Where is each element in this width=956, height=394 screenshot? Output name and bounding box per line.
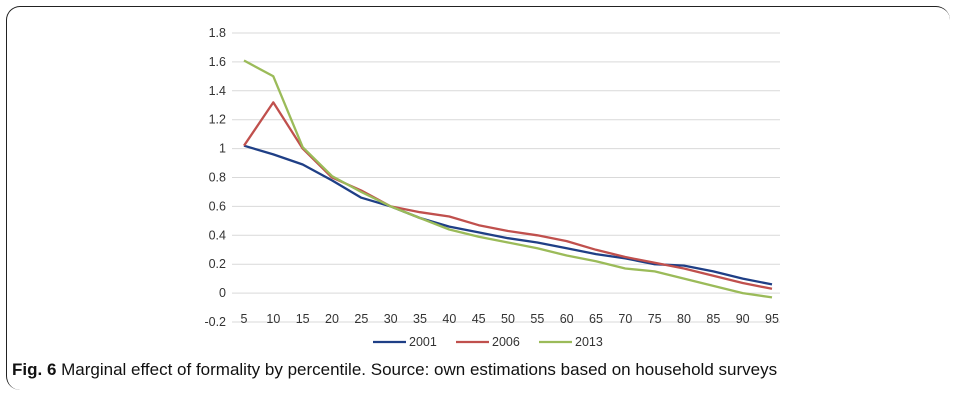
x-tick-label: 60 — [560, 312, 574, 326]
legend: 2001 2006 2013 — [373, 335, 603, 349]
y-tick-label: -0.2 — [204, 315, 226, 329]
x-tick-label: 5 — [241, 312, 248, 326]
y-axis-ticks: -0.2 0 0.2 0.4 0.6 0.8 1 1.2 1.4 1.6 1.8 — [204, 26, 226, 329]
legend-label-2006: 2006 — [492, 335, 520, 349]
y-tick-label: 0.2 — [209, 257, 226, 271]
x-tick-label: 55 — [530, 312, 544, 326]
y-tick-label: 0.4 — [209, 228, 226, 242]
x-tick-label: 35 — [413, 312, 427, 326]
x-tick-label: 15 — [296, 312, 310, 326]
x-tick-label: 70 — [618, 312, 632, 326]
figure-caption: Fig. 6 Marginal effect of formality by p… — [12, 360, 777, 380]
y-tick-label: 1.8 — [209, 26, 226, 40]
legend-label-2013: 2013 — [575, 335, 603, 349]
line-chart: -0.2 0 0.2 0.4 0.6 0.8 1 1.2 1.4 1.6 1.8 5 10 15 20 25… — [204, 26, 780, 349]
x-tick-label: 95 — [765, 312, 779, 326]
x-tick-label: 50 — [501, 312, 515, 326]
y-tick-label: 1.6 — [209, 55, 226, 69]
series-line-2006 — [243, 101, 773, 290]
y-tick-label: 0 — [219, 286, 226, 300]
x-tick-label: 65 — [589, 312, 603, 326]
x-tick-label: 25 — [354, 312, 368, 326]
y-tick-label: 1 — [219, 142, 226, 156]
x-tick-label: 85 — [706, 312, 720, 326]
figure-frame — [6, 6, 950, 390]
figure-caption-text: Marginal effect of formality by percenti… — [56, 360, 778, 379]
y-tick-label: 0.8 — [209, 171, 226, 185]
series-lines — [243, 59, 773, 299]
x-axis-ticks: 5 10 15 20 25 30 35 40 45 50 55 60 65 70 75 80 85 90 95 — [241, 312, 779, 326]
x-tick-label: 80 — [677, 312, 691, 326]
x-tick-label: 30 — [384, 312, 398, 326]
x-tick-label: 45 — [472, 312, 486, 326]
series-line-2013 — [243, 59, 773, 299]
y-tick-label: 1.2 — [209, 113, 226, 127]
x-tick-label: 10 — [266, 312, 280, 326]
figure-label: Fig. 6 — [12, 360, 57, 379]
x-tick-label: 75 — [648, 312, 662, 326]
y-tick-label: 1.4 — [209, 84, 226, 98]
grid-lines — [232, 32, 780, 323]
x-tick-label: 90 — [736, 312, 750, 326]
legend-label-2001: 2001 — [409, 335, 437, 349]
x-tick-label: 40 — [442, 312, 456, 326]
x-tick-label: 20 — [325, 312, 339, 326]
y-tick-label: 0.6 — [209, 199, 226, 213]
series-line-2001 — [243, 144, 773, 286]
